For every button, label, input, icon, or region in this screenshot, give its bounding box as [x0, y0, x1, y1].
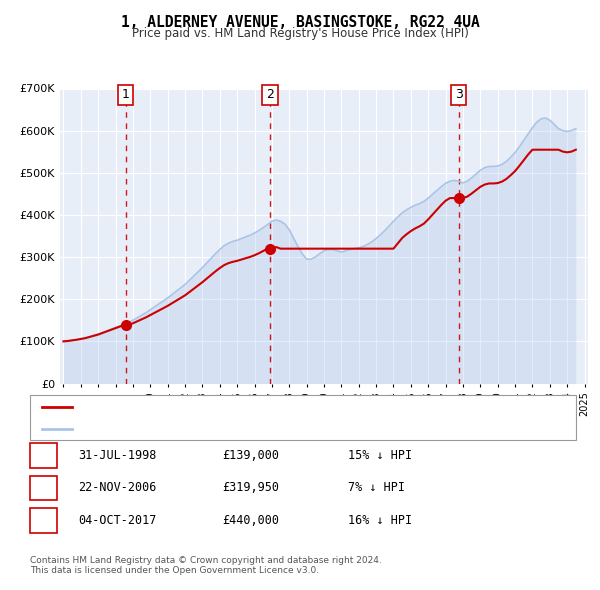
Text: Contains HM Land Registry data © Crown copyright and database right 2024.
This d: Contains HM Land Registry data © Crown c…	[30, 556, 382, 575]
Text: 16% ↓ HPI: 16% ↓ HPI	[348, 514, 412, 527]
Text: 04-OCT-2017: 04-OCT-2017	[78, 514, 157, 527]
Text: 31-JUL-1998: 31-JUL-1998	[78, 449, 157, 462]
Text: 1: 1	[40, 449, 47, 462]
Text: Price paid vs. HM Land Registry's House Price Index (HPI): Price paid vs. HM Land Registry's House …	[131, 27, 469, 40]
Text: 2: 2	[40, 481, 47, 494]
Text: 3: 3	[40, 514, 47, 527]
Text: £319,950: £319,950	[222, 481, 279, 494]
Text: 2: 2	[266, 88, 274, 101]
Text: £440,000: £440,000	[222, 514, 279, 527]
Text: 7% ↓ HPI: 7% ↓ HPI	[348, 481, 405, 494]
Text: 15% ↓ HPI: 15% ↓ HPI	[348, 449, 412, 462]
Text: 1, ALDERNEY AVENUE, BASINGSTOKE, RG22 4UA (detached house): 1, ALDERNEY AVENUE, BASINGSTOKE, RG22 4U…	[78, 402, 419, 412]
Text: £139,000: £139,000	[222, 449, 279, 462]
Text: 22-NOV-2006: 22-NOV-2006	[78, 481, 157, 494]
Text: HPI: Average price, detached house, Basingstoke and Deane: HPI: Average price, detached house, Basi…	[78, 424, 413, 434]
Text: 1: 1	[122, 88, 130, 101]
Text: 1, ALDERNEY AVENUE, BASINGSTOKE, RG22 4UA: 1, ALDERNEY AVENUE, BASINGSTOKE, RG22 4U…	[121, 15, 479, 30]
Text: 3: 3	[455, 88, 463, 101]
